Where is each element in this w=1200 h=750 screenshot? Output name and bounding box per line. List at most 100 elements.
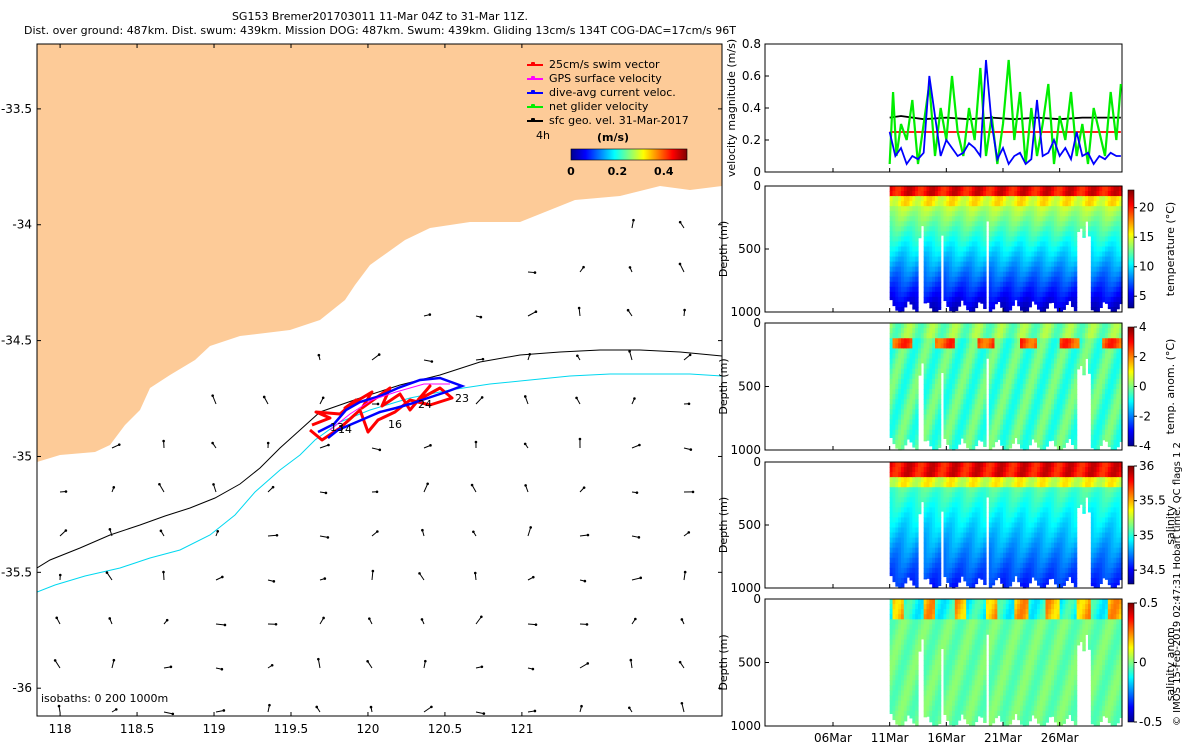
- heatmap-cell: [986, 191, 990, 197]
- heatmap-cell: [940, 191, 945, 197]
- heatmap-cell: [909, 522, 913, 529]
- velocity-arrow-head: [633, 397, 636, 400]
- heatmap-cell: [1031, 266, 1035, 273]
- heatmap-cell: [1059, 206, 1064, 212]
- heatmap-cell: [1073, 186, 1078, 192]
- heatmap-cell: [966, 368, 970, 375]
- heatmap-cell: [949, 206, 953, 212]
- heatmap-cell: [1090, 226, 1095, 232]
- heatmap-cell: [1105, 271, 1109, 278]
- heatmap-cell: [1005, 216, 1010, 222]
- heatmap-cell: [997, 343, 1001, 349]
- heatmap-cell: [1014, 333, 1018, 339]
- heatmap-cell: [988, 434, 993, 441]
- heatmap-cell: [903, 211, 908, 217]
- heatmap-cell: [1000, 363, 1004, 370]
- heatmap-cell: [980, 378, 984, 385]
- heatmap-cell: [980, 477, 984, 483]
- heatmap-cell: [1073, 246, 1078, 253]
- heatmap-cell: [949, 462, 953, 468]
- heatmap-cell: [966, 487, 970, 493]
- heatmap-cell: [980, 291, 984, 298]
- heatmap-cell: [1017, 434, 1021, 441]
- velocity-arrow: [158, 483, 165, 493]
- heatmap-cell: [957, 221, 962, 227]
- heatmap-cell: [1085, 206, 1089, 212]
- heatmap-cell: [1119, 404, 1123, 410]
- heatmap-cell: [1037, 368, 1041, 375]
- heatmap-cell: [969, 323, 973, 329]
- heatmap-cell: [901, 271, 905, 278]
- heatmap-cell: [1071, 236, 1075, 243]
- heatmap-cell: [1099, 353, 1103, 360]
- heatmap-cell: [1039, 399, 1044, 405]
- heatmap-cell: [923, 266, 928, 273]
- heatmap-cell: [966, 482, 970, 488]
- heatmap-cell: [983, 389, 987, 395]
- heatmap-cell: [1017, 404, 1021, 410]
- heatmap-cell: [937, 507, 942, 513]
- heatmap-cell: [988, 261, 993, 268]
- heatmap-cell: [892, 291, 896, 298]
- heatmap-cell: [1028, 363, 1032, 370]
- heatmap-cell: [1090, 363, 1095, 370]
- heatmap-cell: [1025, 306, 1030, 312]
- heatmap-cell: [906, 358, 911, 365]
- heatmap-cell: [966, 236, 970, 243]
- heatmap-cell: [895, 487, 899, 493]
- heatmap-cell: [903, 572, 908, 579]
- heatmap-cell: [1051, 291, 1055, 298]
- heatmap-cell: [960, 191, 964, 197]
- heatmap-cell: [926, 383, 930, 390]
- heatmap-cell: [1096, 368, 1100, 375]
- heatmap-cell: [974, 226, 979, 232]
- heatmap-cell: [969, 231, 973, 237]
- heatmap-cell: [892, 378, 896, 385]
- heatmap-cell: [949, 236, 953, 243]
- heatmap-cell: [898, 512, 902, 519]
- heatmap-cell: [1110, 414, 1115, 421]
- heatmap-cell: [937, 522, 942, 529]
- heatmap-cell: [946, 394, 950, 400]
- heatmap-cell: [1068, 231, 1072, 237]
- heatmap-cell: [895, 512, 899, 519]
- heatmap-cell: [980, 236, 984, 243]
- heatmap-cell: [1116, 444, 1120, 448]
- heatmap-cell: [1005, 276, 1010, 283]
- heatmap-cell: [988, 547, 993, 554]
- heatmap-cell: [997, 399, 1001, 405]
- heatmap-cell: [1085, 323, 1089, 329]
- heatmap-cell: [1110, 206, 1115, 212]
- velocity-ytick-label: 0.6: [742, 69, 761, 83]
- heatmap-cell: [1039, 424, 1044, 431]
- heatmap-cell: [988, 522, 993, 529]
- heatmap-cell: [1056, 241, 1061, 248]
- heatmap-cell: [1088, 191, 1092, 197]
- heatmap-cell: [940, 186, 945, 192]
- heatmap-cell: [991, 216, 996, 222]
- heatmap-cell: [903, 343, 908, 349]
- heatmap-cell: [915, 211, 919, 217]
- heatmap-cell: [977, 542, 981, 549]
- heatmap-cell: [903, 241, 908, 248]
- heatmap-cell: [1045, 429, 1049, 436]
- heatmap-cell: [943, 236, 947, 243]
- heatmap-cell: [1119, 353, 1123, 360]
- heatmap-cell: [1000, 231, 1004, 237]
- heatmap-cell: [952, 353, 956, 360]
- heatmap-cell: [963, 363, 967, 370]
- heatmap-cell: [980, 472, 984, 478]
- heatmap-cell: [980, 424, 984, 431]
- heatmap-cell: [963, 328, 967, 334]
- heatmap-cell: [912, 414, 916, 421]
- heatmap-cell: [1028, 241, 1032, 248]
- heatmap-cell: [966, 246, 970, 253]
- heatmap-cell: [986, 211, 990, 217]
- heatmap-cell: [952, 276, 956, 283]
- heatmap-cell: [909, 226, 913, 232]
- velocity-arrow-head: [326, 536, 330, 539]
- heatmap-cell: [1056, 191, 1061, 197]
- heatmap-cell: [909, 286, 913, 293]
- heatmap-cell: [952, 389, 956, 395]
- heatmap-cell: [946, 517, 950, 524]
